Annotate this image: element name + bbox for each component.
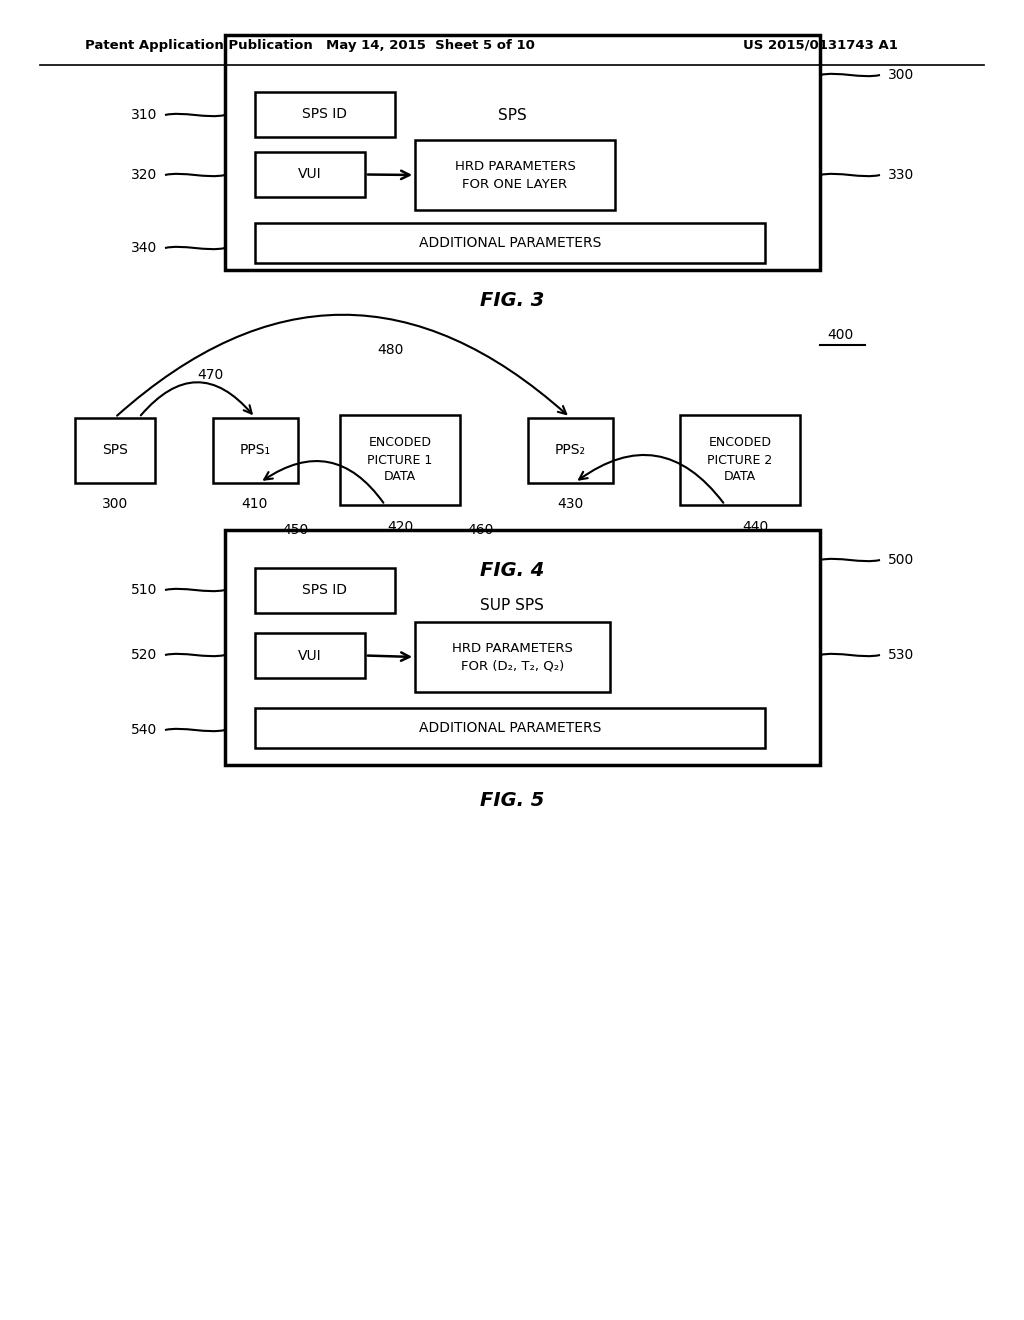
- Text: 300: 300: [888, 69, 914, 82]
- Text: 500: 500: [888, 553, 914, 568]
- Text: 430: 430: [557, 498, 583, 511]
- Text: FIG. 3: FIG. 3: [480, 290, 544, 309]
- Bar: [213, 417, 298, 483]
- Text: 320: 320: [131, 168, 157, 182]
- Text: 300: 300: [101, 498, 128, 511]
- Text: 480: 480: [377, 343, 403, 356]
- Text: SPS ID: SPS ID: [302, 583, 347, 598]
- Text: ENCODED
PICTURE 1
DATA: ENCODED PICTURE 1 DATA: [368, 437, 432, 483]
- Text: SPS: SPS: [102, 444, 128, 457]
- Bar: [415, 622, 610, 692]
- Bar: [680, 414, 800, 506]
- Text: 310: 310: [131, 108, 157, 121]
- Text: 520: 520: [131, 648, 157, 663]
- Bar: [255, 92, 395, 137]
- Text: SPS ID: SPS ID: [302, 107, 347, 121]
- Text: SPS: SPS: [498, 107, 526, 123]
- Bar: [225, 36, 820, 271]
- Text: VUI: VUI: [298, 168, 322, 181]
- Bar: [75, 417, 155, 483]
- Text: SUP SPS: SUP SPS: [480, 598, 544, 612]
- Text: HRD PARAMETERS
FOR ONE LAYER: HRD PARAMETERS FOR ONE LAYER: [455, 160, 575, 190]
- Text: 530: 530: [888, 648, 914, 663]
- Text: US 2015/0131743 A1: US 2015/0131743 A1: [742, 38, 897, 51]
- Bar: [255, 568, 395, 612]
- Bar: [255, 708, 765, 748]
- Bar: [340, 414, 460, 506]
- Bar: [255, 152, 365, 197]
- Text: 510: 510: [131, 583, 157, 597]
- Text: FIG. 5: FIG. 5: [480, 791, 544, 809]
- Bar: [527, 417, 612, 483]
- Bar: [255, 634, 365, 678]
- Text: ADDITIONAL PARAMETERS: ADDITIONAL PARAMETERS: [419, 721, 601, 735]
- Text: ENCODED
PICTURE 2
DATA: ENCODED PICTURE 2 DATA: [708, 437, 773, 483]
- Text: Patent Application Publication: Patent Application Publication: [85, 38, 312, 51]
- Text: 540: 540: [131, 723, 157, 737]
- Bar: [225, 531, 820, 766]
- Text: PPS₁: PPS₁: [240, 444, 270, 457]
- Text: 410: 410: [242, 498, 268, 511]
- Text: FIG. 4: FIG. 4: [480, 561, 544, 579]
- Text: 460: 460: [467, 523, 494, 537]
- Text: 450: 450: [282, 523, 308, 537]
- Text: PPS₂: PPS₂: [555, 444, 586, 457]
- Text: ADDITIONAL PARAMETERS: ADDITIONAL PARAMETERS: [419, 236, 601, 249]
- Text: 470: 470: [197, 368, 223, 381]
- Bar: [255, 223, 765, 263]
- Text: 400: 400: [826, 327, 853, 342]
- Bar: [415, 140, 615, 210]
- Text: 330: 330: [888, 168, 914, 182]
- Text: 420: 420: [387, 520, 413, 535]
- Text: VUI: VUI: [298, 648, 322, 663]
- Text: HRD PARAMETERS
FOR (D₂, T₂, Q₂): HRD PARAMETERS FOR (D₂, T₂, Q₂): [452, 642, 573, 672]
- Text: May 14, 2015  Sheet 5 of 10: May 14, 2015 Sheet 5 of 10: [326, 38, 535, 51]
- Text: 440: 440: [741, 520, 768, 535]
- Text: 340: 340: [131, 242, 157, 255]
